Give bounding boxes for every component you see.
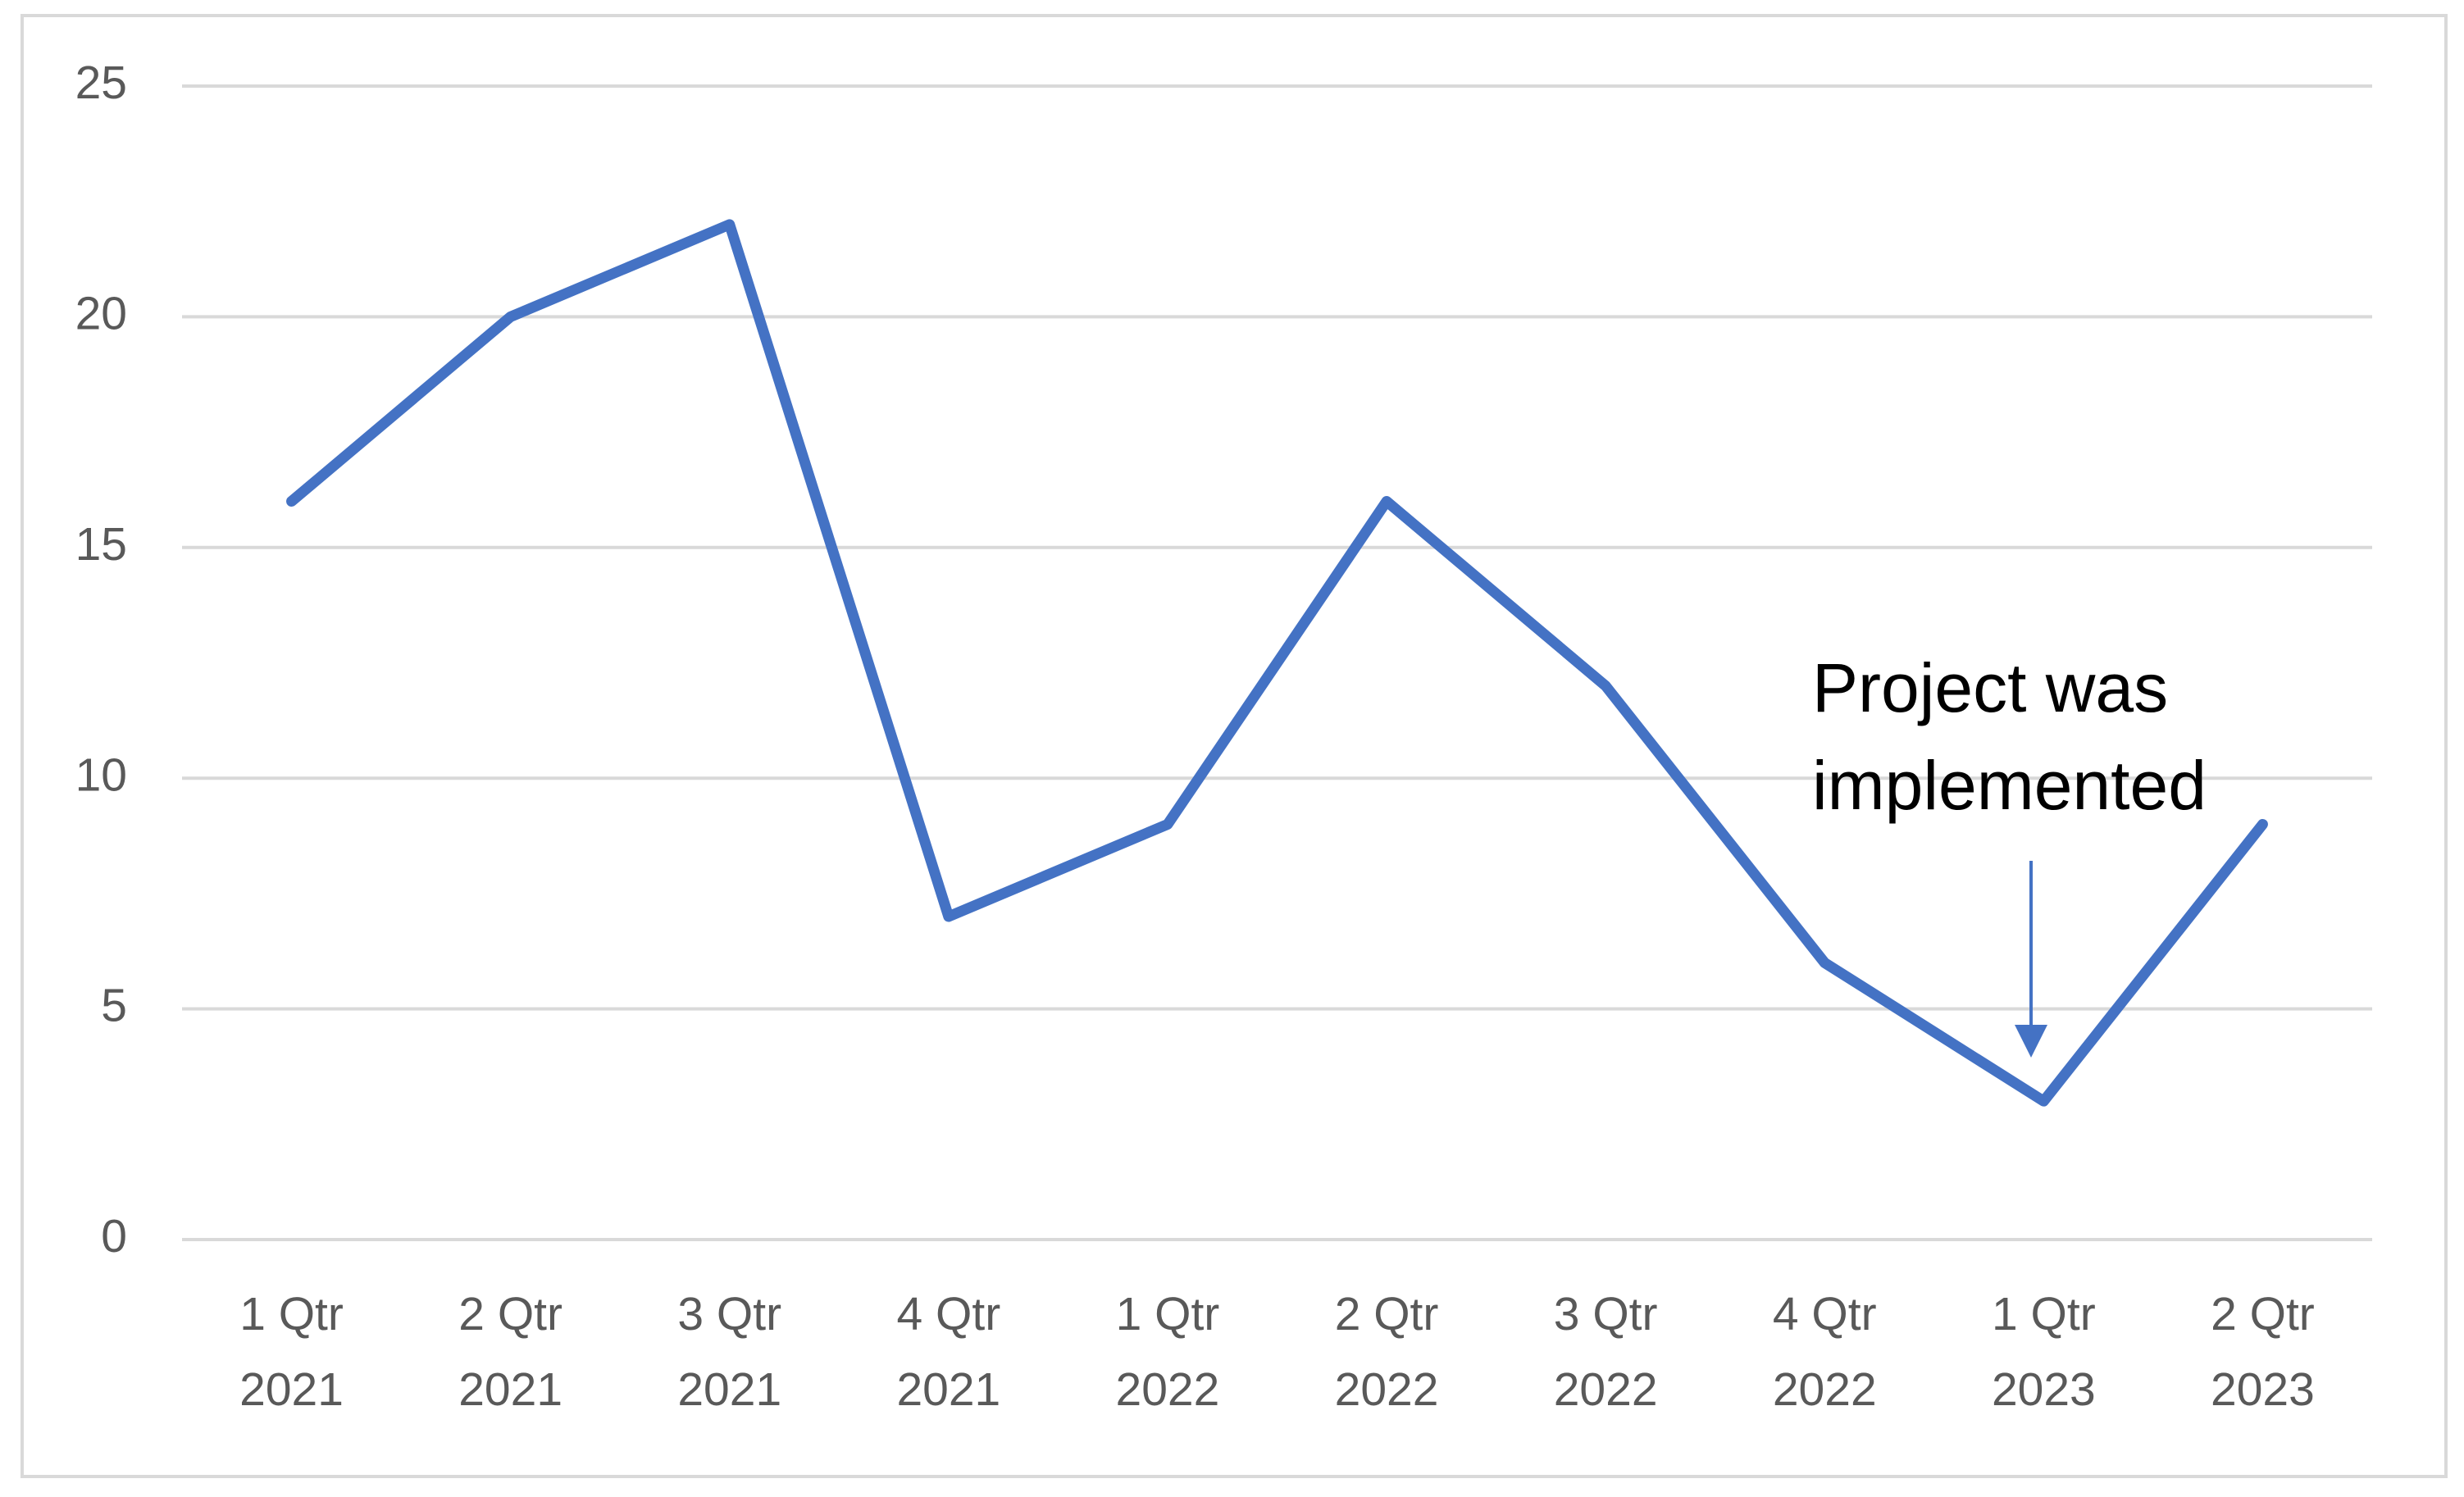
x-tick-label: 2 Qtr 2023 [2211,1288,2315,1416]
y-tick-label: 20 [75,287,127,339]
x-tick-label: 4 Qtr 2022 [1772,1288,1877,1416]
x-tick-label: 4 Qtr 2021 [896,1288,1001,1416]
x-tick-label: 1 Qtr 2021 [239,1288,344,1416]
data-line [286,219,2268,1107]
x-tick-label: 3 Qtr 2021 [677,1288,782,1416]
x-tick-label: 1 Qtr 2023 [1991,1288,2096,1416]
y-tick-label: 15 [75,518,127,571]
x-tick-label: 2 Qtr 2021 [458,1288,563,1416]
x-tick-label: 2 Qtr 2022 [1334,1288,1439,1416]
chart-frame [20,14,2448,1478]
annotation: Project was implemented [1812,649,2207,824]
y-tick-label: 25 [75,57,127,109]
y-tick-label: 5 [101,980,127,1032]
y-tick-label: 10 [75,748,127,801]
y-tick-label: 0 [101,1210,127,1263]
x-tick-label: 1 Qtr 2022 [1115,1288,1220,1416]
annotation-arrowhead [2015,1025,2047,1058]
x-tick-label: 3 Qtr 2022 [1553,1288,1658,1416]
